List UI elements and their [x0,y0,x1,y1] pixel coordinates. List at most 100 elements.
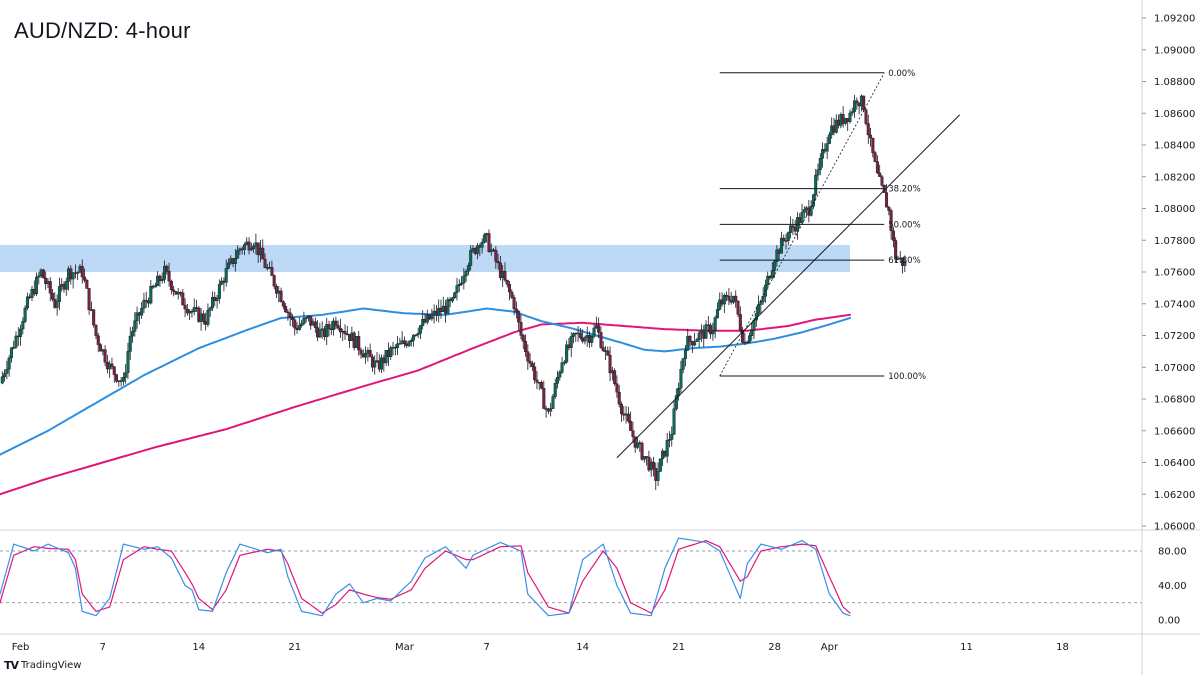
time-tick-label: 21 [672,642,685,653]
candle-up [697,330,701,348]
candle-down [626,406,630,424]
candle-body [606,350,610,356]
candle-up [57,277,61,310]
candle-up [224,259,228,287]
candle-body [524,340,528,352]
candle-body [626,413,630,422]
candle-down [201,310,205,325]
candle-body [450,297,454,302]
candle-body [121,377,125,382]
candle-up [722,293,726,313]
candle-body [558,372,562,378]
candle-up [450,296,454,304]
candle-body [514,308,518,312]
candle-down [894,237,898,263]
candle-up [811,193,815,209]
candle-down [263,253,267,269]
candle-down [487,229,491,253]
candle-up [775,245,779,267]
candle-body [821,149,825,159]
candle-down [103,345,107,367]
candle-body [480,242,484,248]
candle-up [656,462,660,487]
candle-body [560,362,564,373]
candle-body [336,325,340,329]
candle-down [514,301,518,319]
candle-body [131,331,135,337]
candle-body [23,307,27,322]
candle-up [759,299,763,314]
candle-down [615,375,619,398]
candle-up [414,334,418,337]
candle-down [617,384,621,408]
candle-up [779,231,783,254]
candle-down [873,150,877,163]
candle-body [686,336,690,351]
candle-body [3,373,7,377]
candle-body [505,279,509,285]
candle-body [873,152,877,162]
tradingview-brand[interactable]: TV TradingView [4,659,81,672]
candle-body [249,248,253,251]
candle-up [76,271,80,281]
candle-body [750,330,754,336]
candle-body [288,312,292,318]
candle-body [891,230,895,241]
candle-down [709,322,713,339]
candle-down [165,264,169,275]
candle-body [140,308,144,316]
candle-body [464,270,468,277]
candle-body [76,272,80,274]
candle-body [92,309,96,326]
candle-down [359,347,363,359]
candle-body [201,313,205,322]
candle-body [526,351,530,362]
candle-down [608,346,612,382]
ascending-trendline [616,114,961,459]
candle-body [540,382,544,389]
candle-down [338,318,342,338]
candle-up [396,335,400,355]
candle-up [469,245,473,271]
candle-body [665,439,669,457]
candle-body [482,234,486,243]
candle-body [272,275,276,287]
candle-down [528,353,532,368]
candle-up [551,393,555,410]
candle-up [37,271,41,285]
candle-body [293,319,297,329]
candle-up [71,271,75,289]
candle-body [19,328,23,337]
candle-up [718,292,722,311]
candle-up [19,324,23,346]
candle-body [738,314,742,331]
candle-body [875,161,879,174]
candle-up [55,294,59,316]
candle-body [217,284,221,299]
candle-down [734,290,738,308]
stochastic-layer [0,537,1142,617]
candle-down [887,205,891,216]
time-tick-label: 11 [960,642,973,653]
candle-up [674,388,678,411]
candle-body [7,357,11,370]
candle-body [709,324,713,335]
price-tick-label: 1.07400 [1154,299,1195,310]
candle-up [800,203,804,224]
candle-body [569,336,573,348]
candle-up [373,355,377,375]
candle-body [814,174,818,196]
candle-up [814,168,818,201]
candle-down [368,343,372,358]
candle-body [521,335,525,342]
candle-body [286,311,290,314]
candle-up [325,317,329,345]
candle-body [309,315,313,326]
candle-body [786,232,790,241]
candle-up [133,312,137,337]
candle-up [252,243,256,253]
candle-body [631,430,635,437]
candle-down [343,324,347,340]
candle-body [759,301,763,305]
